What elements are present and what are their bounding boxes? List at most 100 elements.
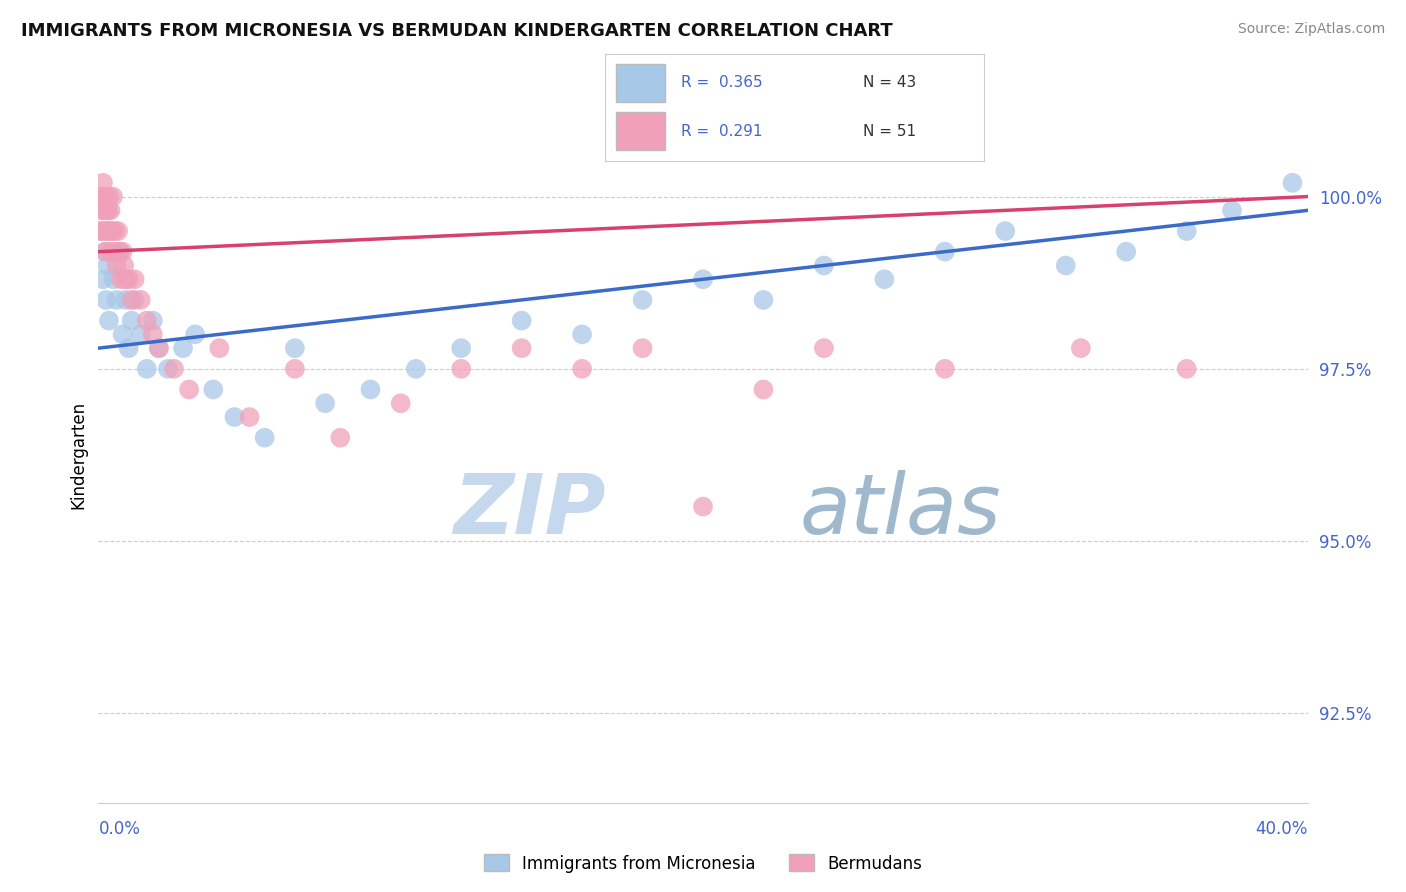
Point	[104, 224, 127, 238]
Text: N = 51: N = 51	[863, 124, 915, 138]
Point	[93, 203, 115, 218]
Point	[105, 293, 128, 307]
Point	[571, 327, 593, 342]
Point	[111, 244, 134, 259]
Point	[142, 327, 165, 342]
Point	[121, 313, 143, 327]
Point	[631, 293, 654, 307]
Text: IMMIGRANTS FROM MICRONESIA VS BERMUDAN KINDERGARTEN CORRELATION CHART: IMMIGRANTS FROM MICRONESIA VS BERMUDAN K…	[21, 22, 893, 40]
Point	[752, 293, 775, 307]
Point	[994, 224, 1017, 238]
Point	[1070, 341, 1092, 355]
Point	[148, 341, 170, 355]
Point	[108, 244, 131, 259]
Point	[239, 410, 262, 425]
Point	[100, 224, 122, 238]
Point	[184, 327, 207, 342]
Point	[90, 189, 112, 203]
Point	[510, 341, 533, 355]
Point	[100, 203, 122, 218]
Point	[571, 361, 593, 376]
Point	[314, 396, 336, 410]
Point	[142, 313, 165, 327]
Point	[96, 203, 118, 218]
Point	[107, 224, 129, 238]
Point	[253, 431, 276, 445]
Point	[91, 224, 114, 238]
Point	[510, 313, 533, 327]
Point	[224, 410, 246, 425]
Point	[96, 224, 118, 238]
Point	[111, 327, 134, 342]
Point	[93, 224, 115, 238]
Point	[179, 383, 201, 397]
Text: R =  0.291: R = 0.291	[681, 124, 762, 138]
Point	[110, 272, 132, 286]
Point	[135, 313, 157, 327]
Point	[91, 176, 114, 190]
Point	[103, 272, 125, 286]
Point	[1175, 224, 1198, 238]
Point	[97, 203, 120, 218]
Point	[934, 361, 956, 376]
FancyBboxPatch shape	[616, 64, 665, 102]
Point	[121, 293, 143, 307]
Point	[1054, 259, 1077, 273]
Point	[108, 244, 131, 259]
Point	[450, 361, 472, 376]
Point	[450, 341, 472, 355]
Point	[934, 244, 956, 259]
Text: N = 43: N = 43	[863, 76, 915, 90]
Point	[100, 244, 122, 259]
Text: Source: ZipAtlas.com: Source: ZipAtlas.com	[1237, 22, 1385, 37]
Point	[98, 313, 121, 327]
FancyBboxPatch shape	[616, 112, 665, 150]
Point	[163, 361, 186, 376]
Point	[124, 272, 146, 286]
Point	[813, 259, 835, 273]
Text: atlas: atlas	[800, 470, 1001, 551]
Text: ZIP: ZIP	[454, 470, 606, 551]
Point	[1175, 361, 1198, 376]
Point	[208, 341, 231, 355]
Point	[129, 327, 152, 342]
Point	[329, 431, 352, 445]
Text: 40.0%: 40.0%	[1256, 820, 1308, 838]
Point	[114, 293, 136, 307]
Point	[172, 341, 194, 355]
Point	[692, 500, 714, 514]
Point	[284, 341, 307, 355]
Point	[105, 259, 128, 273]
Point	[813, 341, 835, 355]
Point	[873, 272, 896, 286]
Point	[118, 272, 141, 286]
Point	[103, 244, 125, 259]
Point	[405, 361, 427, 376]
Y-axis label: Kindergarten: Kindergarten	[69, 401, 87, 509]
Point	[118, 341, 141, 355]
Point	[101, 224, 124, 238]
Point	[124, 293, 146, 307]
Point	[93, 244, 115, 259]
Point	[90, 203, 112, 218]
Point	[98, 189, 121, 203]
Text: 0.0%: 0.0%	[98, 820, 141, 838]
Point	[752, 383, 775, 397]
Point	[94, 189, 117, 203]
Point	[89, 224, 111, 238]
Point	[98, 224, 121, 238]
Point	[148, 341, 170, 355]
Point	[94, 244, 117, 259]
Point	[129, 293, 152, 307]
Point	[202, 383, 225, 397]
Legend: Immigrants from Micronesia, Bermudans: Immigrants from Micronesia, Bermudans	[477, 847, 929, 880]
Point	[692, 272, 714, 286]
Point	[101, 189, 124, 203]
Point	[112, 259, 135, 273]
Point	[284, 361, 307, 376]
Point	[631, 341, 654, 355]
Point	[360, 383, 382, 397]
Point	[1115, 244, 1137, 259]
Text: R =  0.365: R = 0.365	[681, 76, 762, 90]
Point	[91, 272, 114, 286]
